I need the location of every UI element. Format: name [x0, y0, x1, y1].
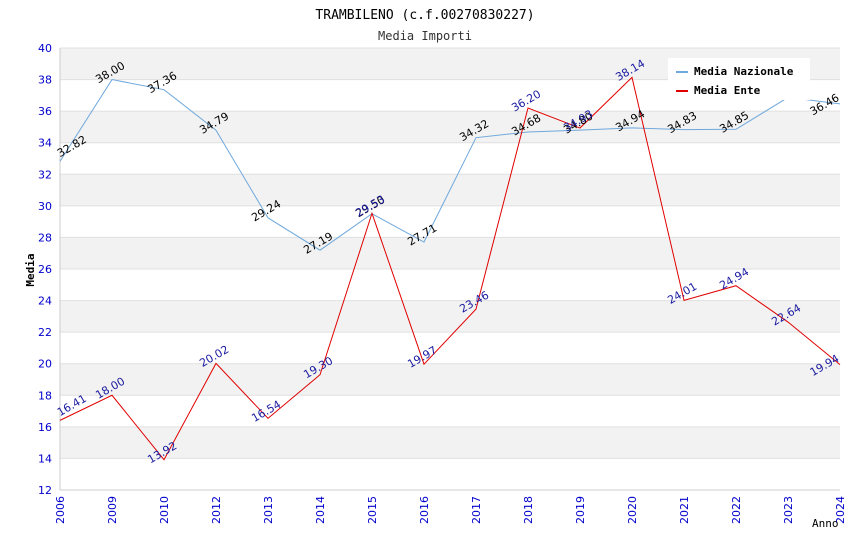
x-tick-label: 2024 [834, 496, 847, 524]
x-axis-title: Anno [812, 517, 839, 530]
background-band [60, 363, 840, 396]
x-tick-label: 2016 [418, 496, 431, 524]
background-band [60, 332, 840, 364]
x-tick-label: 2019 [574, 496, 587, 524]
x-tick-label: 2015 [366, 496, 379, 524]
background-band [60, 395, 840, 427]
y-tick-labels: 12 14 16 18 20 22 24 26 28 30 32 34 36 38 40 [38, 42, 52, 497]
x-tick-label: 2010 [158, 496, 171, 524]
y-tick-label: 40 [38, 42, 52, 55]
background-band [60, 237, 840, 269]
x-tick-label: 2018 [522, 496, 535, 524]
y-tick-label: 18 [38, 389, 52, 402]
legend: Media Nazionale Media Ente [668, 58, 810, 100]
series-line-nazionale [59, 79, 841, 251]
y-tick-label: 32 [38, 168, 52, 181]
x-tick-label: 2012 [210, 496, 223, 524]
y-tick-label: 20 [38, 358, 52, 371]
background-band [60, 458, 840, 490]
chart-subtitle: Media Importi [378, 29, 472, 43]
x-tick-label: 2017 [470, 496, 483, 524]
y-tick-label: 38 [38, 74, 52, 87]
y-tick-label: 30 [38, 200, 52, 213]
series-lines [59, 76, 841, 461]
x-tick-label: 2006 [54, 496, 67, 524]
legend-label-ente: Media Ente [694, 84, 761, 97]
background-band [60, 269, 840, 301]
background-bands [60, 48, 840, 490]
y-tick-label: 22 [38, 326, 52, 339]
x-tick-label: 2014 [314, 496, 327, 524]
y-tick-label: 34 [38, 137, 52, 150]
chart-title: TRAMBILENO (c.f.00270830227) [315, 8, 534, 23]
x-tick-label: 2013 [262, 496, 275, 524]
gridlines [60, 47, 840, 491]
y-tick-label: 28 [38, 231, 52, 244]
y-tick-label: 24 [38, 295, 52, 308]
background-band [60, 111, 840, 143]
x-tick-labels: 2006 2009 2010 2012 2013 2014 2015 2016 2017 2018… [54, 496, 847, 524]
y-tick-label: 14 [38, 452, 52, 465]
y-tick-label: 36 [38, 105, 52, 118]
series-line-ente [59, 76, 841, 461]
y-tick-label: 26 [38, 263, 52, 276]
legend-label-nazionale: Media Nazionale [694, 65, 794, 78]
x-tick-label: 2022 [730, 496, 743, 524]
background-band [60, 205, 840, 238]
x-tick-label: 2021 [678, 496, 691, 524]
background-band [60, 426, 840, 459]
x-tick-label: 2009 [106, 496, 119, 524]
background-band [60, 300, 840, 333]
x-tick-label: 2023 [782, 496, 795, 524]
background-band [60, 142, 840, 175]
y-tick-label: 12 [38, 484, 52, 497]
y-tick-label: 16 [38, 421, 52, 434]
y-axis-title: Media [24, 253, 37, 286]
x-tick-label: 2020 [626, 496, 639, 524]
legend-box [668, 58, 810, 100]
